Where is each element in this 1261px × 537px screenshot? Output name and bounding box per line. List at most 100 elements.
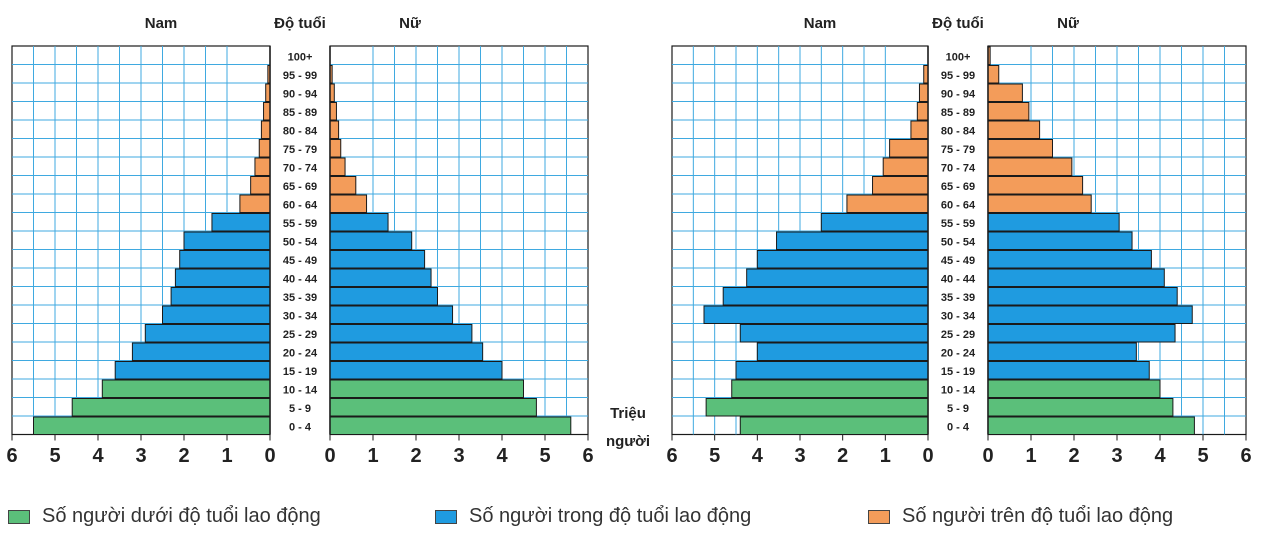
female-bar	[987, 379, 1161, 398]
male-bar	[910, 120, 929, 139]
female-bar	[987, 65, 1000, 84]
female-bar	[987, 213, 1120, 232]
age-group-label: 100+	[946, 52, 971, 64]
male-bar	[918, 83, 929, 102]
age-group-label: 45 - 49	[941, 255, 975, 267]
age-group-label: 45 - 49	[283, 255, 317, 267]
male-bar	[756, 250, 929, 269]
female-bar	[987, 83, 1023, 102]
male-bar	[170, 287, 271, 306]
age-group-label: 90 - 94	[283, 89, 318, 101]
female-bar	[987, 176, 1084, 195]
age-group-label: 55 - 59	[283, 218, 317, 230]
male-bar	[71, 398, 271, 417]
male-bar	[211, 213, 271, 232]
female-bar	[987, 268, 1165, 287]
female-x-tick-label: 1	[1025, 445, 1036, 467]
female-x-tick-label: 6	[1240, 445, 1251, 467]
female-x-tick-label: 5	[539, 445, 550, 467]
male-x-tick-label: 0	[922, 445, 933, 467]
female-x-tick-label: 2	[410, 445, 421, 467]
female-bar	[987, 250, 1152, 269]
age-group-label: 80 - 84	[941, 126, 976, 138]
age-group-label: 50 - 54	[941, 237, 976, 249]
age-group-label: 35 - 39	[941, 292, 975, 304]
age-group-label: 0 - 4	[947, 422, 970, 434]
female-bar	[987, 231, 1133, 250]
male-bar	[739, 324, 929, 343]
female-bar	[329, 324, 473, 343]
male-bar	[131, 342, 271, 361]
legend: Số người dưới độ tuổi lao động Số người …	[0, 505, 1261, 537]
male-x-tick-label: 3	[794, 445, 805, 467]
age-group-label: 70 - 74	[941, 163, 976, 175]
legend-label-under: Số người dưới độ tuổi lao động	[42, 505, 321, 527]
legend-swatch-under	[8, 509, 30, 524]
female-bar	[329, 213, 389, 232]
male-bar	[872, 176, 929, 195]
age-group-label: 20 - 24	[283, 348, 318, 360]
population-pyramids: 100+ 95 - 99 90 - 94 85 - 89 80 - 84 75 - 79 7…	[6, 15, 1251, 467]
female-bar	[329, 361, 503, 380]
age-group-label: 5 - 9	[289, 403, 311, 415]
female-bar	[329, 398, 537, 417]
male-bar	[820, 213, 929, 232]
age-group-label: 25 - 29	[941, 329, 975, 341]
age-group-label: 35 - 39	[283, 292, 317, 304]
male-x-tick-label: 3	[135, 445, 146, 467]
age-group-label: 40 - 44	[283, 274, 318, 286]
female-bar	[329, 305, 454, 324]
age-group-label: 30 - 34	[283, 311, 318, 323]
male-bar	[33, 416, 271, 435]
male-bar	[114, 361, 271, 380]
age-group-label: 95 - 99	[283, 70, 317, 82]
male-bar	[705, 398, 929, 417]
age-group-label: 20 - 24	[941, 348, 976, 360]
legend-item-under: Số người dưới độ tuổi lao động	[8, 505, 321, 528]
female-bar	[987, 139, 1053, 158]
pyramid-chart-1: 100+ 95 - 99 90 - 94 85 - 89 80 - 84 75 - 79 7…	[6, 15, 593, 467]
male-bar	[776, 231, 929, 250]
age-group-label: 60 - 64	[941, 200, 976, 212]
male-bar	[746, 268, 929, 287]
male-x-tick-label: 4	[752, 445, 764, 467]
female-bar	[987, 416, 1195, 435]
female-bar	[329, 416, 572, 435]
female-x-tick-label: 3	[1111, 445, 1122, 467]
age-group-label: 65 - 69	[941, 181, 975, 193]
age-group-label: 75 - 79	[941, 144, 975, 156]
legend-swatch-working	[435, 509, 457, 524]
female-bar	[329, 231, 413, 250]
female-bar	[329, 139, 342, 158]
male-bar	[703, 305, 929, 324]
female-bar	[987, 102, 1030, 121]
male-bar	[250, 176, 271, 195]
age-group-label: 100+	[288, 52, 313, 64]
header-female: Nữ	[399, 15, 421, 32]
male-bar	[254, 157, 271, 176]
female-x-tick-label: 5	[1197, 445, 1208, 467]
female-bar	[987, 287, 1178, 306]
female-x-tick-label: 0	[324, 445, 335, 467]
age-group-label: 10 - 14	[941, 385, 976, 397]
unit-label-line-2: người	[606, 433, 650, 450]
male-x-tick-label: 5	[709, 445, 720, 467]
female-bar	[987, 342, 1137, 361]
legend-label-working: Số người trong độ tuổi lao động	[469, 505, 752, 527]
age-group-label: 70 - 74	[283, 163, 318, 175]
age-group-label: 0 - 4	[289, 422, 312, 434]
age-group-label: 95 - 99	[941, 70, 975, 82]
female-bar	[329, 194, 368, 213]
male-bar	[239, 194, 271, 213]
female-bar	[329, 120, 340, 139]
male-x-tick-label: 1	[221, 445, 232, 467]
age-group-label: 85 - 89	[283, 107, 317, 119]
age-group-label: 80 - 84	[283, 126, 318, 138]
male-bar	[183, 231, 271, 250]
age-group-label: 65 - 69	[283, 181, 317, 193]
male-x-tick-label: 1	[880, 445, 891, 467]
legend-swatch-over	[868, 509, 890, 524]
legend-item-over: Số người trên độ tuổi lao động	[868, 505, 1173, 528]
male-x-tick-label: 2	[178, 445, 189, 467]
unit-label-line-1: Triệu	[610, 405, 646, 422]
